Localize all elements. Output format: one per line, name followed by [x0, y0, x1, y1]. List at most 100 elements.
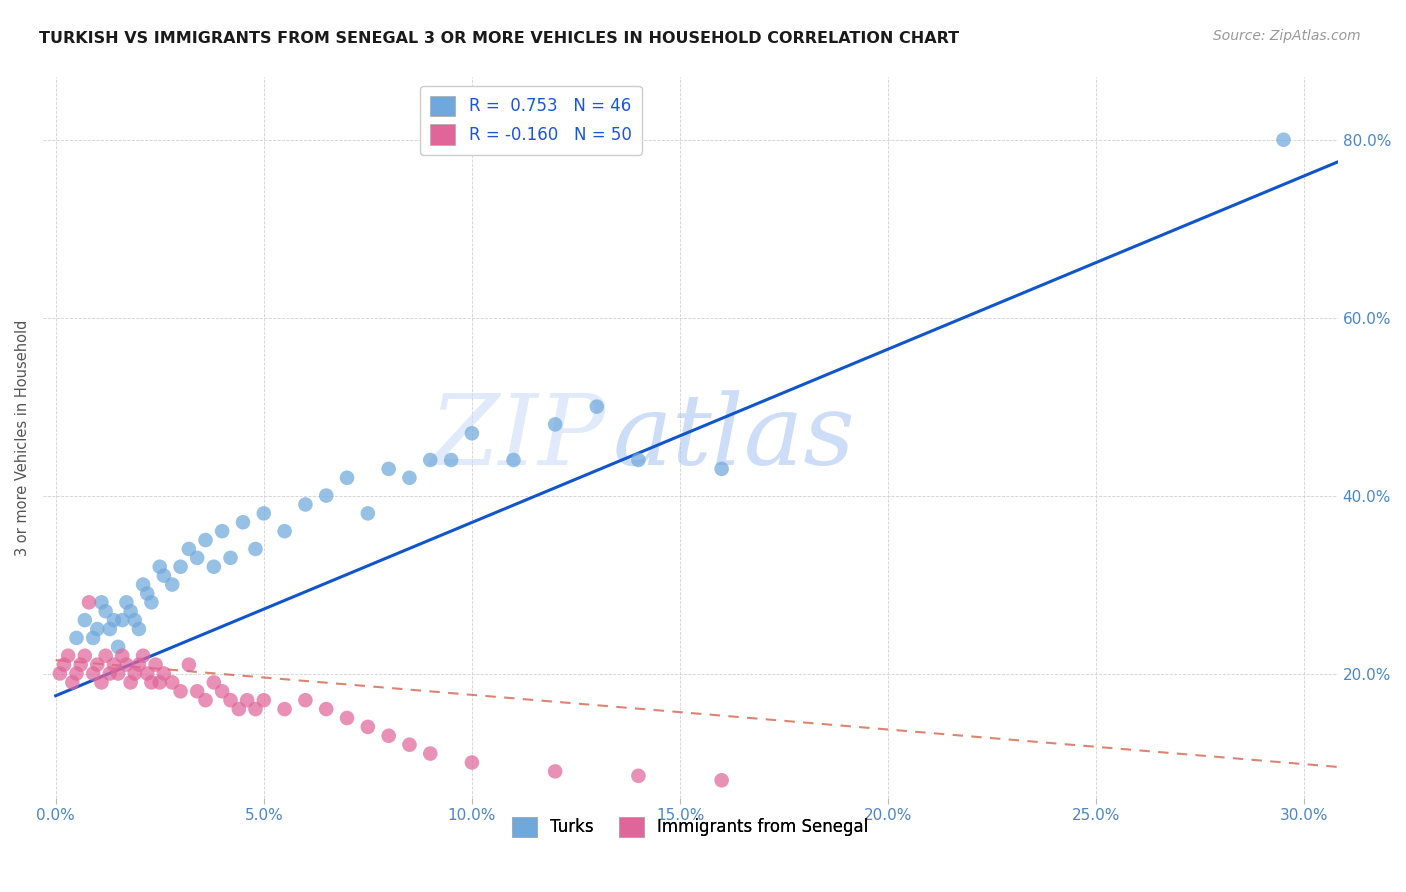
Point: [419, 747, 441, 761]
Point: [544, 417, 567, 432]
Point: [107, 640, 129, 654]
Point: [160, 577, 183, 591]
Point: [710, 462, 733, 476]
Point: [86, 622, 108, 636]
Point: [53, 657, 76, 672]
Text: TURKISH VS IMMIGRANTS FROM SENEGAL 3 OR MORE VEHICLES IN HOUSEHOLD CORRELATION C: TURKISH VS IMMIGRANTS FROM SENEGAL 3 OR …: [39, 31, 959, 46]
Point: [211, 684, 233, 698]
Point: [186, 684, 208, 698]
Point: [186, 550, 208, 565]
Point: [86, 657, 108, 672]
Point: [136, 586, 159, 600]
Point: [219, 550, 242, 565]
Point: [315, 702, 337, 716]
Point: [132, 577, 155, 591]
Point: [194, 693, 217, 707]
Point: [124, 666, 146, 681]
Point: [228, 702, 250, 716]
Point: [627, 769, 650, 783]
Text: atlas: atlas: [613, 390, 855, 485]
Point: [98, 622, 121, 636]
Point: [49, 666, 72, 681]
Point: [245, 702, 267, 716]
Point: [273, 702, 295, 716]
Point: [115, 595, 138, 609]
Point: [710, 773, 733, 788]
Point: [60, 675, 83, 690]
Point: [128, 622, 150, 636]
Legend: Turks, Immigrants from Senegal: Turks, Immigrants from Senegal: [506, 810, 876, 844]
Point: [132, 648, 155, 663]
Point: [461, 756, 484, 770]
Point: [82, 666, 104, 681]
Point: [336, 711, 359, 725]
Point: [73, 613, 96, 627]
Point: [90, 675, 112, 690]
Point: [90, 595, 112, 609]
Point: [169, 684, 191, 698]
Point: [103, 613, 125, 627]
Point: [141, 675, 163, 690]
Point: [65, 631, 87, 645]
Point: [294, 498, 316, 512]
Point: [253, 507, 276, 521]
Point: [544, 764, 567, 779]
Point: [149, 559, 172, 574]
Point: [128, 657, 150, 672]
Point: [440, 453, 463, 467]
Point: [315, 489, 337, 503]
Point: [94, 604, 117, 618]
Point: [77, 595, 100, 609]
Point: [398, 738, 420, 752]
Point: [202, 559, 225, 574]
Point: [115, 657, 138, 672]
Point: [194, 533, 217, 547]
Point: [219, 693, 242, 707]
Point: [149, 675, 172, 690]
Point: [98, 666, 121, 681]
Point: [1272, 133, 1295, 147]
Point: [627, 453, 650, 467]
Point: [107, 666, 129, 681]
Text: Source: ZipAtlas.com: Source: ZipAtlas.com: [1213, 29, 1361, 43]
Point: [124, 613, 146, 627]
Point: [111, 648, 134, 663]
Point: [245, 541, 267, 556]
Point: [136, 666, 159, 681]
Point: [336, 471, 359, 485]
Point: [461, 426, 484, 441]
Point: [145, 657, 167, 672]
Point: [56, 648, 79, 663]
Point: [120, 604, 142, 618]
Point: [177, 541, 200, 556]
Point: [377, 729, 399, 743]
Point: [120, 675, 142, 690]
Point: [585, 400, 607, 414]
Point: [202, 675, 225, 690]
Text: ZIP: ZIP: [430, 390, 606, 485]
Point: [169, 559, 191, 574]
Point: [103, 657, 125, 672]
Y-axis label: 3 or more Vehicles in Household: 3 or more Vehicles in Household: [15, 319, 30, 556]
Point: [419, 453, 441, 467]
Point: [153, 568, 176, 582]
Point: [69, 657, 91, 672]
Point: [377, 462, 399, 476]
Point: [94, 648, 117, 663]
Point: [273, 524, 295, 538]
Point: [111, 613, 134, 627]
Point: [73, 648, 96, 663]
Point: [294, 693, 316, 707]
Point: [211, 524, 233, 538]
Point: [65, 666, 87, 681]
Point: [236, 693, 259, 707]
Point: [357, 720, 380, 734]
Point: [160, 675, 183, 690]
Point: [502, 453, 524, 467]
Point: [253, 693, 276, 707]
Point: [153, 666, 176, 681]
Point: [141, 595, 163, 609]
Point: [357, 507, 380, 521]
Point: [177, 657, 200, 672]
Point: [82, 631, 104, 645]
